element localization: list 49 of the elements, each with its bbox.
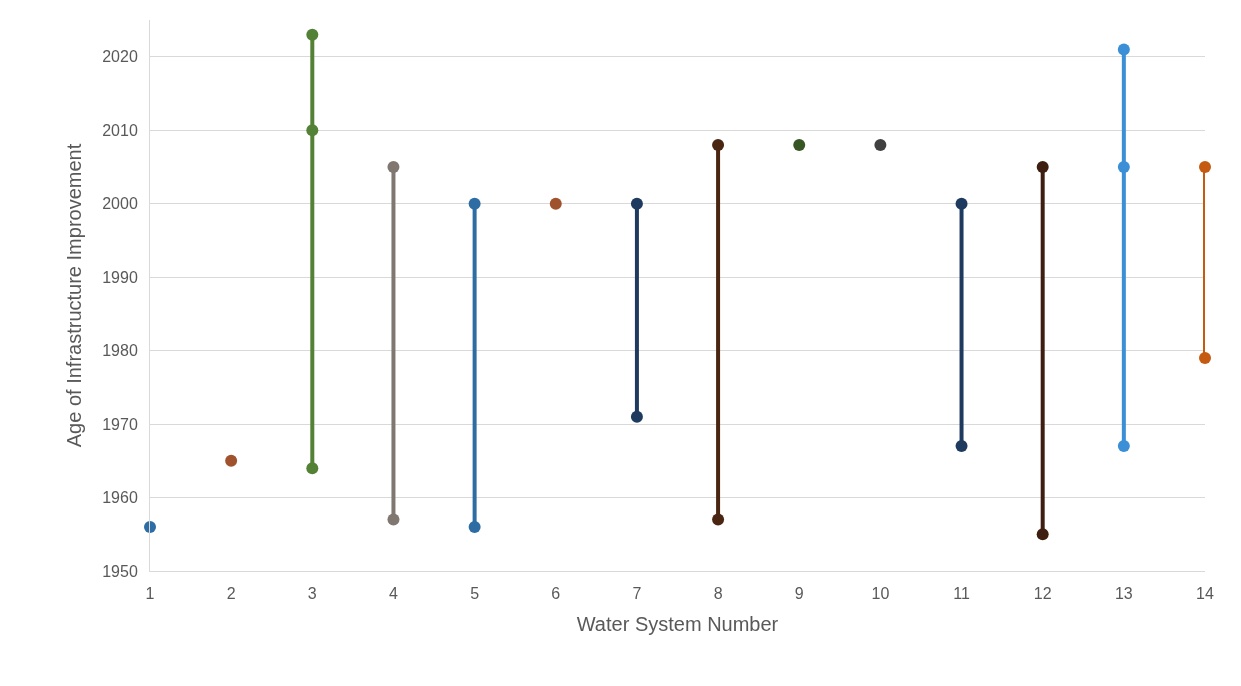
x-tick-label: 14 [1196, 585, 1214, 603]
point [1199, 351, 1211, 364]
point [468, 520, 481, 533]
y-tick-label: 2020 [102, 48, 138, 66]
x-tick-label: 5 [470, 585, 480, 603]
point [225, 454, 238, 467]
point [955, 197, 968, 210]
point [468, 197, 481, 210]
x-tick-label: 7 [632, 585, 642, 603]
point [306, 28, 319, 41]
point [387, 513, 400, 526]
x-tick-label: 13 [1114, 585, 1133, 603]
x-tick-label: 9 [794, 585, 804, 603]
point [1117, 43, 1130, 56]
y-tick-label: 1990 [102, 268, 138, 286]
x-tick-label: 12 [1033, 585, 1052, 603]
y-tick-label: 1960 [102, 489, 138, 507]
point [630, 197, 643, 210]
y-tick-label: 2010 [102, 121, 138, 139]
point [874, 138, 887, 151]
point [387, 160, 400, 173]
point [712, 513, 725, 526]
x-tick-label: 1 [145, 585, 155, 603]
y-tick-label: 1980 [102, 342, 138, 360]
point [1117, 440, 1130, 453]
x-tick-label: 8 [713, 585, 723, 603]
y-tick-label: 2000 [102, 195, 138, 213]
point [1199, 160, 1211, 173]
point [712, 138, 725, 151]
point [1117, 160, 1130, 173]
y-axis-title: Age of Infrastructure Improvement [62, 143, 85, 448]
x-tick-label: 4 [389, 585, 399, 603]
x-tick-label: 11 [953, 585, 970, 603]
point [955, 440, 968, 453]
point [793, 138, 806, 151]
point [1036, 528, 1049, 541]
point [630, 410, 643, 423]
x-tick-label: 2 [226, 585, 236, 603]
point [549, 197, 562, 210]
x-axis-title: Water System Number [576, 612, 779, 635]
point [306, 462, 319, 475]
x-tick-label: 6 [551, 585, 561, 603]
point [144, 520, 156, 533]
x-tick-label: 10 [871, 585, 890, 603]
x-tick-label: 3 [307, 585, 317, 603]
y-tick-label: 1950 [102, 562, 138, 580]
y-tick-label: 1970 [102, 415, 138, 433]
point [306, 124, 319, 137]
point [1036, 160, 1049, 173]
